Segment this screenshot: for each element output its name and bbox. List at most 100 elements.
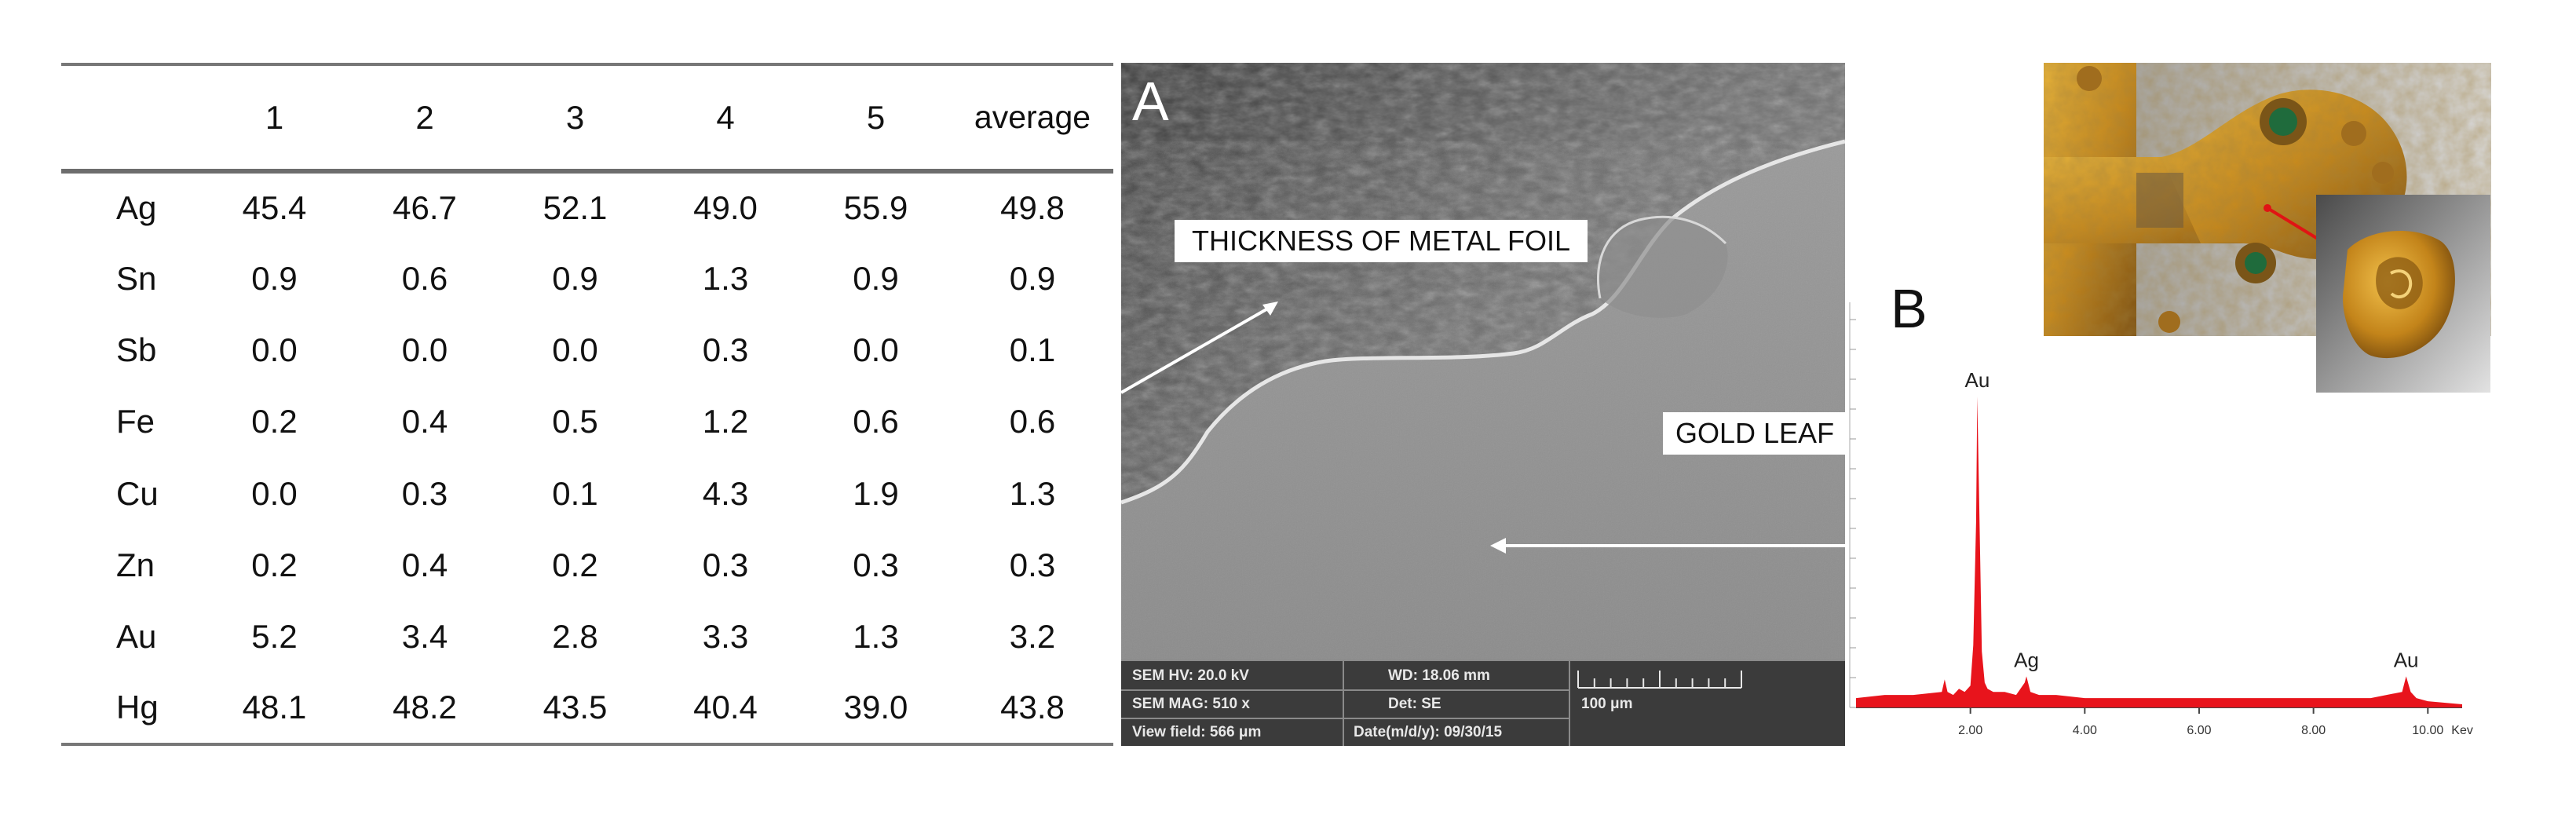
value-cell: 0.4 [401, 403, 448, 440]
value-cell: 0.9 [251, 259, 298, 297]
label-thickness-metal-foil: THICKNESS OF METAL FOIL [1175, 220, 1588, 262]
value-cell: 0.0 [401, 331, 448, 369]
value-cell: 0.3 [702, 331, 749, 369]
sem-metadata-bar: SEM HV: 20.0 kV WD: 18.06 mm SEM MAG: 51… [1121, 660, 1845, 746]
value-cell: 4.3 [702, 474, 749, 512]
value-cell: 0.6 [401, 259, 448, 297]
value-cell: 2.8 [552, 618, 598, 656]
header-cell: 2 [415, 98, 434, 136]
value-cell: 5.2 [251, 618, 298, 656]
value-cell: 48.1 [242, 689, 307, 726]
value-cell: 52.1 [543, 189, 608, 227]
x-tick-label: 4.00 [2073, 724, 2097, 737]
value-cell: 39.0 [843, 689, 908, 726]
sem-mag: SEM MAG: 510 x [1132, 696, 1250, 712]
spectrum-fill [1856, 397, 2462, 707]
panel-letter-b: B [1891, 278, 1927, 339]
value-cell: 0.3 [702, 546, 749, 583]
sem-image [1121, 63, 1845, 746]
value-cell: 1.3 [853, 618, 899, 656]
x-tick-label: 2.00 [1958, 724, 1982, 737]
x-tick-label: 6.00 [2187, 724, 2211, 737]
value-cell: 45.4 [242, 189, 307, 227]
element-cell: Sn [116, 259, 157, 297]
sem-wd: WD: 18.06 mm [1388, 667, 1490, 684]
value-cell: 0.2 [552, 546, 598, 583]
sem-micrograph-panel: A THICKNESS OF METAL FOIL GOLD LEAF SEM … [1121, 63, 1845, 746]
header-cell: 3 [565, 98, 585, 136]
value-cell: 3.2 [1009, 618, 1056, 656]
sem-scale-bar [1577, 671, 1742, 689]
value-cell: 0.0 [251, 331, 298, 369]
table-row: Ag 45.4 46.7 52.1 49.0 55.9 49.8 [61, 171, 1113, 243]
value-cell: 0.3 [401, 474, 448, 512]
peak-label-ag: Ag [2014, 648, 2039, 671]
sem-hv: SEM HV: 20.0 kV [1132, 667, 1249, 684]
value-cell: 0.2 [251, 546, 298, 583]
value-cell: 48.2 [393, 689, 457, 726]
table-row: Cu 0.0 0.3 0.1 4.3 1.9 1.3 [61, 458, 1113, 529]
value-cell: 40.4 [693, 689, 758, 726]
panel-letter-a: A [1132, 71, 1169, 132]
header-cell: 1 [265, 98, 284, 136]
value-cell: 1.3 [702, 259, 749, 297]
value-cell: 55.9 [843, 189, 908, 227]
value-cell: 43.5 [543, 689, 608, 726]
composition-table-container: 1 2 3 4 5 average Ag 45.4 46.7 52.1 49.0 55.9… [61, 63, 1113, 746]
table-row: Zn 0.2 0.4 0.2 0.3 0.3 0.3 [61, 529, 1113, 601]
sem-det: Det: SE [1388, 696, 1441, 712]
table-header-row: 1 2 3 4 5 average [61, 64, 1113, 171]
peak-label-au-main: Au [1964, 368, 1990, 392]
artifact-detail-inset [2316, 195, 2490, 393]
value-cell: 0.9 [853, 259, 899, 297]
value-cell: 0.4 [401, 546, 448, 583]
element-cell: Au [116, 618, 157, 656]
element-cell: Hg [116, 689, 159, 726]
composition-table: 1 2 3 4 5 average Ag 45.4 46.7 52.1 49.0 55.9… [61, 63, 1113, 746]
element-cell: Zn [116, 546, 155, 583]
table-row: Fe 0.2 0.4 0.5 1.2 0.6 0.6 [61, 386, 1113, 458]
artifact-detail-image [2316, 195, 2490, 393]
header-cell: 4 [716, 98, 735, 136]
x-tick-label: 8.00 [2301, 724, 2326, 737]
element-cell: Ag [116, 189, 157, 227]
table-row: Hg 48.1 48.2 43.5 40.4 39.0 43.8 [61, 673, 1113, 744]
value-cell: 1.3 [1009, 474, 1056, 512]
label-gold-leaf: GOLD LEAF [1663, 412, 1845, 455]
x-axis-unit: Kev [2451, 724, 2473, 737]
value-cell: 46.7 [393, 189, 457, 227]
element-cell: Cu [116, 474, 159, 512]
value-cell: 3.4 [401, 618, 448, 656]
table-row: Sb 0.0 0.0 0.0 0.3 0.0 0.1 [61, 315, 1113, 386]
sem-date: Date(m/d/y): 09/30/15 [1354, 724, 1503, 740]
value-cell: 0.9 [552, 259, 598, 297]
value-cell: 49.0 [693, 189, 758, 227]
value-cell: 0.1 [1009, 331, 1056, 369]
value-cell: 3.3 [702, 618, 749, 656]
value-cell: 0.3 [1009, 546, 1056, 583]
value-cell: 49.8 [1000, 189, 1065, 227]
value-cell: 0.5 [552, 403, 598, 440]
header-cell-average: average [974, 99, 1091, 135]
table-row: Sn 0.9 0.6 0.9 1.3 0.9 0.9 [61, 243, 1113, 314]
element-cell: Fe [116, 403, 155, 440]
sem-view-field: View field: 566 μm [1132, 724, 1262, 740]
value-cell: 0.9 [1009, 259, 1056, 297]
peak-label-au-high: Au [2394, 648, 2419, 671]
x-tick-label: 10.00 [2412, 724, 2443, 737]
value-cell: 0.0 [552, 331, 598, 369]
value-cell: 0.6 [1009, 403, 1056, 440]
value-cell: 0.1 [552, 474, 598, 512]
value-cell: 1.9 [853, 474, 899, 512]
value-cell: 0.0 [251, 474, 298, 512]
table-row: Au 5.2 3.4 2.8 3.3 1.3 3.2 [61, 601, 1113, 673]
value-cell: 0.3 [853, 546, 899, 583]
element-cell: Sb [116, 331, 157, 369]
value-cell: 0.0 [853, 331, 899, 369]
value-cell: 43.8 [1000, 689, 1065, 726]
value-cell: 0.6 [853, 403, 899, 440]
sem-scale-label: 100 μm [1581, 696, 1633, 712]
header-cell [61, 64, 199, 171]
value-cell: 1.2 [702, 403, 749, 440]
